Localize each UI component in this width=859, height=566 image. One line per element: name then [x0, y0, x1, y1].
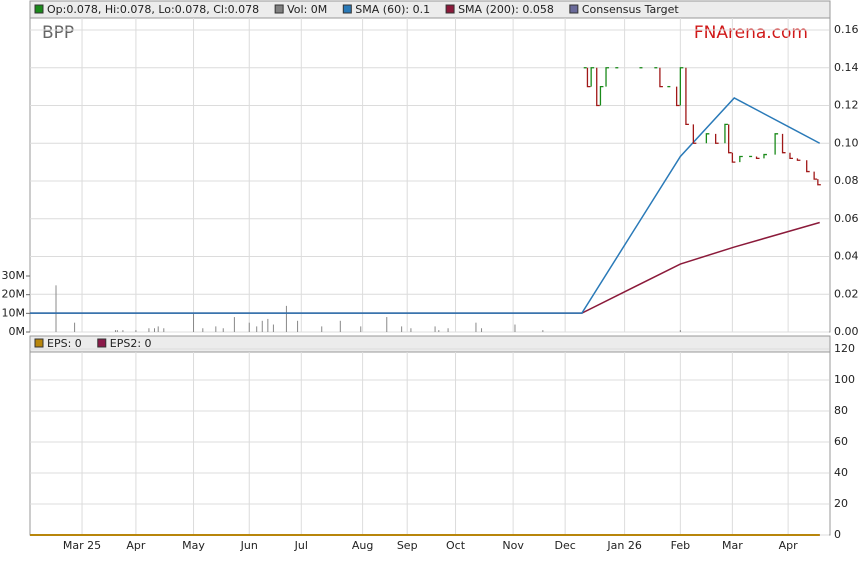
price-bar: [763, 153, 767, 159]
y-tick-label: 0.02: [834, 287, 859, 300]
price-bar: [659, 67, 663, 88]
price-bar: [728, 124, 732, 154]
price-bar: [813, 171, 818, 180]
price-bar: [806, 160, 810, 173]
y-tick-label: 120: [834, 342, 855, 355]
y-tick-label: 80: [834, 404, 848, 417]
x-tick-label: Mar: [722, 539, 743, 552]
volume-tick-label: 0M: [9, 325, 26, 338]
y-tick-label: 40: [834, 466, 848, 479]
eps-legend-bar: [29, 335, 831, 353]
price-bar: [781, 133, 786, 154]
x-tick-label: Sep: [397, 539, 418, 552]
legend-swatch: [274, 4, 284, 14]
y-tick-label: 0.12: [834, 99, 859, 112]
y-tick-label: 0.10: [834, 136, 859, 149]
y-tick-label: 0.08: [834, 174, 859, 187]
legend-label: Op:0.078, Hi:0.078, Lo:0.078, Cl:0.078: [47, 3, 259, 16]
legend-swatch: [342, 4, 352, 14]
price-bar: [774, 133, 779, 155]
legend-swatch: [569, 4, 579, 14]
price-bar: [599, 85, 604, 106]
price-bar: [596, 67, 600, 107]
price-bar: [817, 179, 821, 186]
price-bar: [731, 152, 736, 163]
y-tick-label: 20: [834, 497, 848, 510]
x-tick-label: Jan 26: [606, 539, 641, 552]
y-tick-label: 0.00: [834, 325, 859, 338]
ticker: BPP: [42, 23, 74, 43]
x-tick-label: Jul: [294, 539, 308, 552]
legend-label: SMA (200): 0.058: [458, 3, 554, 16]
series-line: [30, 97, 821, 314]
eps-panel: [29, 335, 831, 536]
volume-tick-label: 30M: [2, 269, 26, 282]
price-bar: [679, 67, 684, 106]
x-tick-label: May: [182, 539, 205, 552]
price-bar: [715, 133, 719, 144]
price-bar: [675, 86, 680, 107]
legend-label: SMA (60): 0.1: [355, 3, 430, 16]
x-tick-label: Oct: [446, 539, 466, 552]
legend-label: Vol: 0M: [287, 3, 327, 16]
x-tick-label: Dec: [554, 539, 575, 552]
x-tick-label: Mar 25: [63, 539, 101, 552]
volume-tick-label: 20M: [2, 288, 26, 301]
y-tick-label: 0.16: [834, 23, 859, 36]
brand: FNArena.com: [694, 23, 808, 43]
price-bar: [739, 155, 743, 163]
price-bar: [705, 133, 710, 144]
legend-swatch: [34, 338, 44, 348]
price-panel: [29, 0, 831, 333]
x-tick-label: Apr: [779, 539, 799, 552]
y-tick-label: 60: [834, 435, 848, 448]
legend-swatch: [97, 338, 107, 348]
price-bar: [796, 158, 801, 161]
y-tick-label: 0.14: [834, 61, 859, 74]
price-bar: [755, 156, 760, 159]
price-bar: [692, 124, 697, 144]
x-tick-label: Feb: [671, 539, 690, 552]
legend-label: Consensus Target: [582, 3, 680, 16]
price-bar: [724, 123, 728, 144]
y-tick-label: 0.04: [834, 250, 859, 263]
y-tick-label: 100: [834, 373, 855, 386]
legend-label: EPS2: 0: [110, 337, 152, 350]
x-tick-label: Nov: [502, 539, 524, 552]
price-legend-bar: [29, 0, 831, 19]
price-bar: [605, 67, 610, 87]
x-tick-label: Apr: [126, 539, 146, 552]
legend-swatch: [445, 4, 455, 14]
legend-swatch: [34, 4, 44, 14]
x-tick-label: Jun: [240, 539, 258, 552]
price-bar: [789, 152, 793, 159]
legend-label: EPS: 0: [47, 337, 82, 350]
price-bar: [586, 67, 591, 88]
price-bar: [590, 67, 595, 87]
volume-tick-label: 10M: [2, 306, 26, 319]
y-tick-label: 0.06: [834, 212, 859, 225]
y-tick-label: 0: [834, 528, 841, 541]
price-bar: [685, 67, 689, 126]
x-tick-label: Aug: [352, 539, 373, 552]
